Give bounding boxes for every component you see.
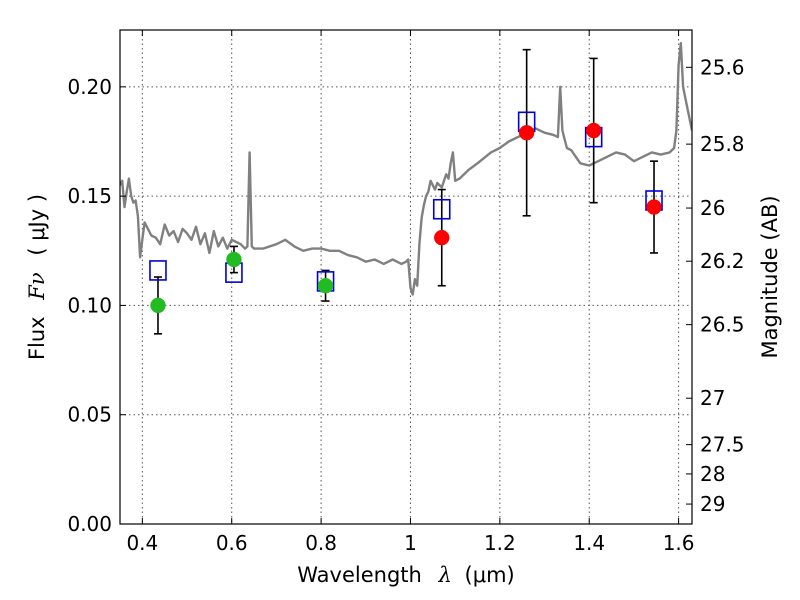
x-axis-title-text: Wavelength	[297, 563, 422, 587]
y2-tick-label: 25.6	[700, 55, 745, 79]
x-tick-label: 0.4	[126, 531, 158, 555]
y2-axis-title: Magnitude (AB)	[758, 195, 782, 358]
photometry-point	[226, 251, 242, 268]
x-tick-label: 1.4	[573, 531, 605, 555]
x-axis-title-symbol: λ	[438, 563, 452, 587]
axes-frame	[119, 29, 693, 525]
x-tick-label: 1	[404, 531, 417, 555]
axis-ticks: 0.4 0.6 0.8 1 1.2 1.4 1.6 0.00 0.05 0.10 0.15 0.20 2…	[67, 30, 745, 555]
photometry-point	[434, 229, 450, 246]
y2-tick-label: 27.5	[700, 433, 745, 457]
y2-tick-label: 27	[700, 386, 725, 410]
y-tick-label: 0.05	[67, 403, 112, 427]
x-axis-title-unit: (μm)	[465, 563, 515, 587]
photometry-point	[150, 297, 166, 314]
model-square-marker	[432, 198, 451, 220]
photometry-point	[585, 122, 602, 139]
y-tick-label: 0.00	[67, 512, 112, 536]
spectrum-line	[120, 41, 692, 296]
y-axis-title-symbol: Fν	[25, 272, 49, 301]
y2-tick-label: 26.5	[700, 313, 745, 337]
y2-tick-label: 25.8	[700, 132, 745, 156]
model-square-marker	[149, 260, 167, 281]
y-tick-label: 0.20	[67, 75, 112, 99]
y-axis-title-unit: ( μJy )	[25, 194, 49, 256]
y2-tick-label: 28	[700, 462, 725, 486]
x-axis-title: Wavelength λ (μm)	[297, 563, 514, 587]
x-tick-label: 1.2	[484, 531, 516, 555]
y-axis-title: Flux Fν ( μJy )	[25, 194, 49, 360]
y2-tick-label: 26.2	[700, 249, 745, 273]
grid-lines	[120, 30, 692, 525]
x-tick-label: 1.6	[663, 531, 695, 555]
y-tick-label: 0.15	[67, 184, 112, 208]
photometry-point	[317, 277, 334, 294]
x-tick-label: 0.8	[305, 531, 337, 555]
y2-tick-label: 29	[700, 492, 725, 516]
y2-tick-label: 26	[700, 196, 725, 220]
x-tick-label: 0.6	[216, 531, 248, 555]
photometry-point	[646, 199, 662, 215]
photometry-point	[518, 124, 535, 141]
y-axis-title-text: Flux	[25, 316, 49, 360]
y-tick-label: 0.10	[67, 293, 112, 317]
plot-area	[120, 41, 692, 335]
